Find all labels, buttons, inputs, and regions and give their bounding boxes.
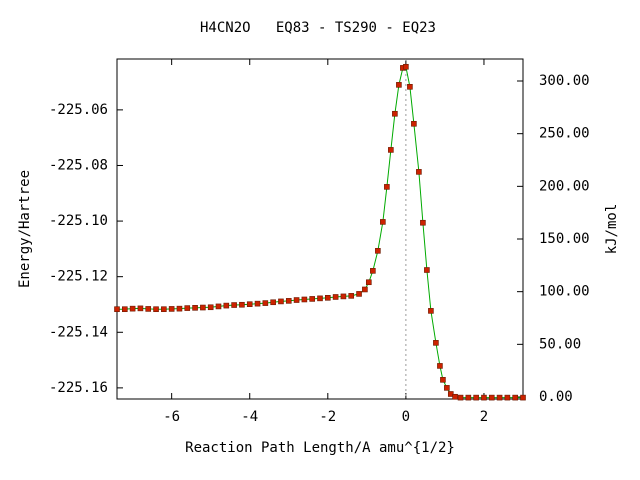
point (452, 393, 458, 400)
point (231, 302, 237, 308)
y2-tick-label: 0.00 (539, 389, 573, 405)
x-tick-label: 0 (402, 409, 410, 425)
y-tick-label: -225.06 (49, 102, 108, 118)
y2-tick-label: 150.00 (539, 231, 590, 247)
point (416, 169, 422, 175)
point (340, 293, 347, 300)
point (137, 305, 144, 312)
y2-axis-label: kJ/mol (604, 204, 620, 255)
point (153, 306, 159, 313)
plot-frame (116, 58, 524, 400)
y-tick-label: -225.14 (49, 324, 108, 340)
point (370, 268, 376, 274)
point (428, 308, 434, 314)
point (207, 304, 214, 311)
point (512, 394, 518, 401)
point (362, 286, 368, 293)
point (375, 248, 381, 254)
point (184, 305, 191, 311)
point (215, 303, 222, 310)
point (457, 394, 464, 401)
point (254, 300, 261, 307)
point (200, 304, 206, 311)
point (192, 305, 198, 311)
point (168, 306, 175, 312)
point (223, 302, 230, 309)
point (161, 306, 167, 313)
point (285, 298, 292, 304)
point (332, 294, 339, 300)
y2-tick-label: 300.00 (539, 73, 590, 89)
point (488, 394, 495, 401)
point (246, 301, 253, 308)
y-tick-label: -225.08 (49, 157, 108, 173)
point (392, 110, 398, 117)
point (145, 306, 152, 312)
series-line (117, 66, 523, 399)
point (504, 394, 511, 401)
y2-tick-label: 200.00 (539, 178, 590, 194)
point (293, 297, 300, 303)
point (114, 306, 120, 313)
y-tick-label: -225.10 (49, 213, 108, 229)
y2-tick-label: 250.00 (539, 126, 590, 142)
y-axis-label: Energy/Hartree (17, 170, 33, 288)
point (411, 120, 417, 127)
point (348, 293, 355, 299)
point (444, 385, 450, 391)
y-tick-label: -225.12 (49, 269, 108, 285)
x-tick-label: -2 (319, 409, 336, 425)
point (122, 306, 128, 313)
point (496, 394, 503, 401)
point (356, 291, 362, 297)
point (440, 377, 446, 383)
point (239, 301, 245, 308)
point (437, 363, 443, 369)
point (407, 84, 413, 90)
y2-tick-label: 50.00 (539, 336, 581, 352)
y2-tick-label: 100.00 (539, 284, 590, 300)
point (424, 267, 430, 273)
point (129, 305, 136, 312)
x-axis-label: Reaction Path Length/A amu^{1/2} (185, 440, 455, 456)
point (403, 63, 409, 70)
point (270, 299, 276, 306)
point (325, 295, 331, 301)
point (301, 296, 308, 303)
point (465, 394, 472, 401)
point (420, 219, 426, 226)
point (380, 219, 386, 225)
x-tick-label: 2 (480, 409, 488, 425)
point (262, 300, 269, 306)
y-tick-label: -225.16 (49, 380, 108, 396)
x-tick-label: -6 (163, 409, 180, 425)
point (309, 296, 315, 302)
point (388, 147, 394, 153)
point (473, 394, 479, 401)
x-tick-label: -4 (241, 409, 258, 425)
point (396, 82, 402, 88)
point (481, 394, 487, 401)
point (365, 279, 372, 286)
point (433, 340, 439, 346)
point (317, 295, 323, 302)
point (520, 394, 526, 401)
point (384, 184, 390, 190)
point (278, 298, 284, 305)
point (176, 305, 183, 312)
chart-title: H4CN2O EQ83 - TS290 - EQ23 (200, 20, 436, 36)
